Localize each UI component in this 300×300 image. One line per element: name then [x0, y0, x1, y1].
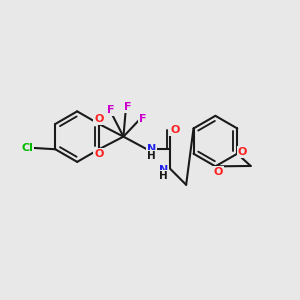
Text: N: N — [147, 144, 156, 154]
Text: N: N — [159, 165, 168, 175]
Text: O: O — [238, 147, 247, 157]
Text: F: F — [124, 102, 131, 112]
Text: O: O — [170, 125, 180, 135]
Text: F: F — [106, 105, 114, 115]
Text: O: O — [94, 149, 104, 159]
Text: H: H — [159, 171, 168, 181]
Text: H: H — [147, 151, 156, 160]
Text: F: F — [139, 114, 147, 124]
Text: Cl: Cl — [21, 143, 33, 153]
Text: O: O — [214, 167, 223, 177]
Text: O: O — [94, 114, 104, 124]
